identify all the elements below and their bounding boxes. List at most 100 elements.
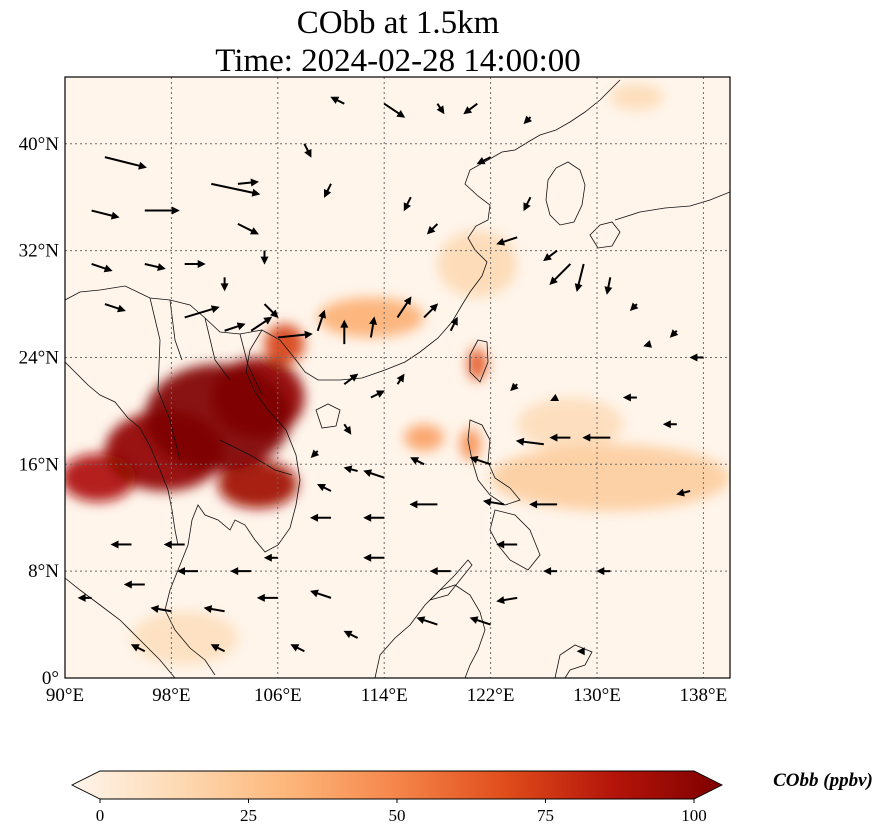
wind-arrow-head bbox=[177, 567, 185, 576]
wind-arrow bbox=[669, 329, 679, 338]
wind-arrow bbox=[629, 302, 639, 312]
wind-arrow-shaft bbox=[277, 333, 308, 339]
wind-arrow-head bbox=[236, 322, 246, 331]
wind-arrow bbox=[363, 469, 385, 479]
wind-arrow-head bbox=[463, 106, 473, 115]
wind-arrow-head bbox=[476, 156, 486, 165]
wind-arrow-head bbox=[529, 500, 538, 509]
wind-arrow bbox=[110, 540, 132, 549]
wind-arrow-head bbox=[256, 593, 265, 602]
wind-arrow-head bbox=[210, 644, 220, 652]
wind-arrow-head bbox=[436, 105, 445, 115]
wind-arrow bbox=[496, 540, 518, 549]
wind-arrow-shaft bbox=[383, 102, 402, 116]
wind-arrow-head bbox=[543, 567, 552, 576]
wind-arrow-head bbox=[343, 630, 353, 639]
wind-arrow bbox=[370, 390, 385, 399]
wind-arrow-head bbox=[363, 553, 372, 562]
wind-arrow bbox=[363, 553, 385, 562]
wind-arrow-shaft bbox=[91, 209, 115, 218]
wind-arrow-head bbox=[469, 456, 479, 464]
wind-arrow bbox=[396, 373, 405, 385]
wind-arrow bbox=[324, 183, 332, 198]
wind-arrow bbox=[340, 319, 349, 345]
wind-arrow-head bbox=[496, 540, 505, 549]
wind-arrow bbox=[260, 250, 269, 265]
wind-arrow bbox=[250, 316, 273, 332]
colorbar-ramp bbox=[70, 770, 724, 800]
lat-tick-label: 24°N bbox=[19, 347, 60, 368]
wind-arrow bbox=[184, 259, 206, 268]
wind-arrow-head bbox=[130, 644, 140, 652]
wind-arrow-head bbox=[576, 647, 585, 656]
wind-arrow-head bbox=[263, 316, 273, 325]
wind-arrow-head bbox=[110, 540, 119, 549]
wind-arrow-head bbox=[270, 309, 279, 319]
wind-arrow-head bbox=[403, 296, 412, 306]
philippines-south bbox=[489, 509, 541, 571]
wind-arrow-head bbox=[171, 206, 180, 215]
wind-arrow bbox=[383, 102, 406, 118]
wind-arrow-head bbox=[349, 373, 359, 382]
wind-arrow-head bbox=[317, 484, 326, 492]
latitude-axis: 0° 8°N 16°N 24°N 32°N 40°N bbox=[19, 134, 60, 689]
plume-guangxi bbox=[264, 324, 305, 365]
wind-arrow-head bbox=[426, 225, 436, 235]
wind-arrow bbox=[104, 303, 126, 313]
wind-arrow-head bbox=[220, 283, 229, 292]
lon-tick-label: 90°E bbox=[46, 685, 84, 706]
wind-arrow bbox=[409, 500, 438, 509]
wind-arrow bbox=[203, 605, 225, 613]
sumatra bbox=[65, 577, 176, 678]
wind-arrow bbox=[426, 223, 439, 235]
wind-arrow bbox=[622, 393, 637, 402]
lon-tick-label: 130°E bbox=[573, 685, 621, 706]
wind-arrow-head bbox=[330, 96, 340, 104]
wind-arrow-head bbox=[230, 567, 239, 576]
wind-arrow-shaft bbox=[396, 300, 410, 318]
wind-arrow-head bbox=[669, 329, 679, 338]
wind-arrow-head bbox=[304, 148, 312, 158]
wind-arrow bbox=[416, 616, 438, 626]
wind-arrow-head bbox=[117, 304, 126, 313]
wind-arrow-head bbox=[375, 390, 385, 398]
mainland-coast bbox=[65, 79, 621, 381]
plume-korea-east bbox=[610, 83, 664, 111]
wind-arrow-head bbox=[596, 567, 605, 576]
wind-arrow bbox=[343, 465, 358, 474]
wind-arrow-head bbox=[260, 256, 269, 265]
wind-arrow bbox=[436, 103, 445, 115]
graticule bbox=[65, 77, 730, 678]
wind-arrow-head bbox=[103, 264, 113, 273]
wind-arrow-head bbox=[549, 276, 558, 285]
wind-arrow bbox=[220, 277, 229, 292]
wind-arrow-head bbox=[676, 488, 685, 497]
wind-arrow-head bbox=[310, 513, 318, 522]
wind-arrow-head bbox=[343, 425, 352, 435]
borneo bbox=[374, 584, 486, 678]
wind-arrow bbox=[330, 96, 345, 105]
wind-arrow-head bbox=[123, 580, 132, 589]
wind-arrow bbox=[496, 596, 518, 604]
wind-arrow bbox=[210, 644, 226, 653]
wind-arrow bbox=[150, 605, 172, 613]
wind-arrow-shaft bbox=[211, 182, 256, 195]
wind-arrow bbox=[230, 567, 252, 576]
wind-arrow bbox=[343, 423, 352, 435]
title-line-1: CObb at 1.5km bbox=[297, 5, 500, 41]
wind-arrow-head bbox=[263, 553, 272, 562]
longitude-axis: 90°E 98°E 106°E 114°E 122°E 130°E 138°E bbox=[46, 685, 727, 706]
wind-arrow bbox=[549, 433, 571, 442]
wind-arrow bbox=[662, 420, 677, 429]
wind-arrow bbox=[91, 209, 120, 220]
wind-arrow-head bbox=[629, 302, 639, 312]
colorbar-ticks: 0 25 50 75 100 bbox=[96, 799, 707, 825]
plume-taiwan bbox=[467, 348, 487, 381]
wind-arrow-head bbox=[409, 500, 418, 509]
wind-arrow bbox=[343, 630, 359, 639]
wind-arrow bbox=[310, 449, 320, 458]
colorbar-tick-label: 25 bbox=[240, 806, 257, 825]
plume-east-china-coast bbox=[437, 230, 518, 298]
wind-arrow bbox=[316, 309, 326, 332]
wind-arrow-shaft bbox=[250, 318, 269, 332]
